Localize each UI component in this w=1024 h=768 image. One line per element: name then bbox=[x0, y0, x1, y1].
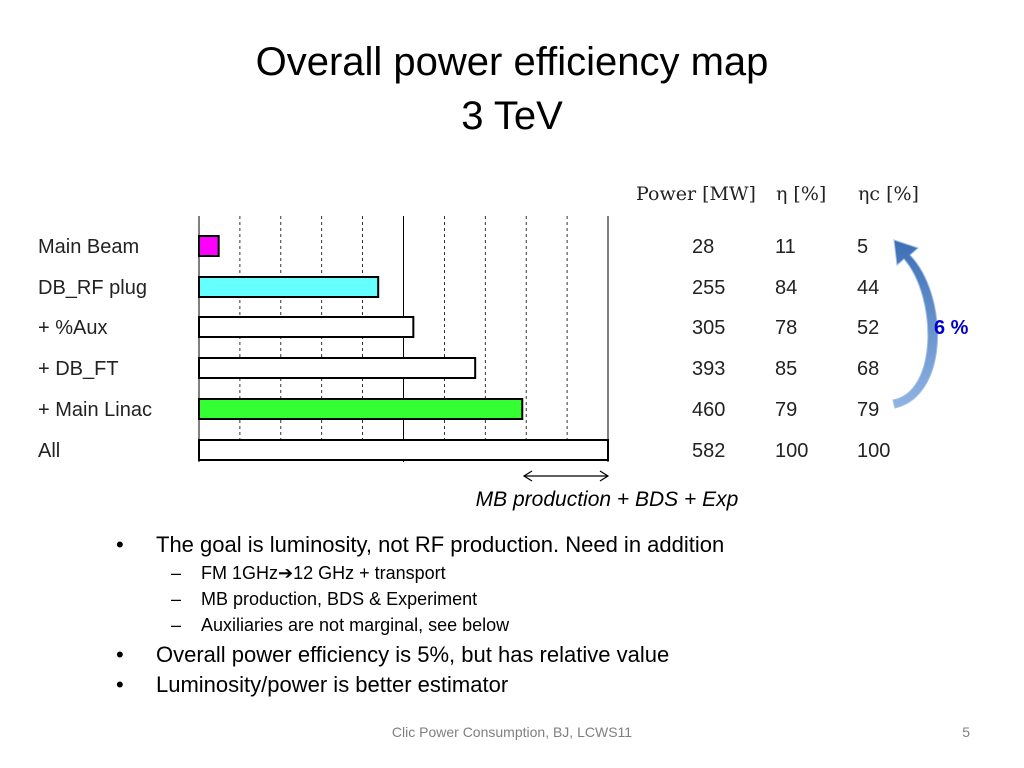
sub-bullet-item: – MB production, BDS & Experiment bbox=[116, 586, 916, 612]
bullet-dash: – bbox=[171, 563, 182, 583]
sub-bullet-item: – Auxiliaries are not marginal, see below bbox=[116, 612, 916, 638]
sub-bullet-item: – FM 1GHz➔12 GHz + transport bbox=[116, 560, 916, 586]
bullet-dot: • bbox=[116, 672, 124, 697]
bullet-dash: – bbox=[171, 615, 182, 635]
category-label: + DB_FT bbox=[38, 358, 119, 380]
table-cell-eta-c: 52 bbox=[857, 317, 879, 339]
table-cell-power: 255 bbox=[692, 277, 725, 299]
bullet-dot: • bbox=[116, 642, 124, 667]
slide-subtitle: 3 TeV bbox=[461, 94, 563, 138]
bullet-dash: – bbox=[171, 589, 182, 609]
efficiency-chart: Main Beam DB_RF plug + %Aux + DB_FT + Main L… bbox=[38, 183, 969, 511]
curved-arrow bbox=[892, 239, 939, 409]
bar bbox=[198, 316, 415, 338]
category-label: Main Beam bbox=[38, 236, 139, 258]
header-eta: η [%] bbox=[776, 183, 826, 205]
arrow-label: 6 % bbox=[934, 317, 969, 339]
table-cell-eta-c: 79 bbox=[857, 399, 879, 421]
category-label: DB_RF plug bbox=[38, 277, 147, 299]
bullet-dot: • bbox=[116, 532, 124, 557]
table-cell-power: 582 bbox=[692, 440, 725, 462]
table-cell-eta: 11 bbox=[775, 236, 796, 258]
category-label: + Main Linac bbox=[38, 399, 152, 421]
range-arrow bbox=[522, 470, 610, 482]
bullet-item: • Luminosity/power is better estimator bbox=[116, 670, 916, 700]
table-cell-power: 305 bbox=[692, 317, 725, 339]
sub-bullet-text: Auxiliaries are not marginal, see below bbox=[201, 615, 510, 635]
table-cell-eta: 85 bbox=[775, 358, 797, 380]
page-number: 5 bbox=[962, 724, 970, 740]
bullet-item: • The goal is luminosity, not RF producti… bbox=[116, 530, 916, 560]
sub-bullet-text: FM 1GHz➔12 GHz + transport bbox=[201, 563, 446, 583]
range-label: MB production + BDS + Exp bbox=[476, 488, 739, 511]
header-eta-c: ηc [%] bbox=[858, 183, 919, 205]
table-cell-power: 393 bbox=[692, 358, 725, 380]
table-cell-eta-c: 44 bbox=[857, 277, 879, 299]
footer-text: Clic Power Consumption, BJ, LCWS11 bbox=[391, 724, 633, 740]
bar bbox=[198, 357, 477, 379]
sub-bullet-text: MB production, BDS & Experiment bbox=[201, 589, 478, 609]
table-cell-eta: 84 bbox=[775, 277, 797, 299]
slide-title: Overall power efficiency map bbox=[255, 40, 769, 84]
bar bbox=[198, 276, 380, 298]
category-label: + %Aux bbox=[38, 317, 107, 339]
table-cell-eta-c: 68 bbox=[857, 358, 879, 380]
bullet-list: • The goal is luminosity, not RF producti… bbox=[116, 530, 916, 700]
bar bbox=[198, 439, 609, 461]
table-cell-eta: 100 bbox=[775, 440, 808, 462]
table-cell-power: 28 bbox=[692, 236, 714, 258]
bullet-text: Overall power efficiency is 5%, but has … bbox=[156, 642, 670, 667]
header-power: Power [MW] bbox=[636, 183, 756, 205]
table-cell-eta: 79 bbox=[775, 399, 797, 421]
bullet-text: The goal is luminosity, not RF productio… bbox=[156, 532, 725, 557]
bullet-item: • Overall power efficiency is 5%, but has… bbox=[116, 640, 916, 670]
table-cell-eta: 78 bbox=[775, 317, 797, 339]
table-cell-eta-c: 5 bbox=[857, 236, 868, 258]
bar bbox=[198, 398, 524, 420]
table-cell-eta-c: 100 bbox=[857, 440, 890, 462]
bullet-text: Luminosity/power is better estimator bbox=[156, 672, 509, 697]
category-label: All bbox=[38, 440, 60, 462]
bar bbox=[198, 235, 220, 257]
table-cell-power: 460 bbox=[692, 399, 725, 421]
